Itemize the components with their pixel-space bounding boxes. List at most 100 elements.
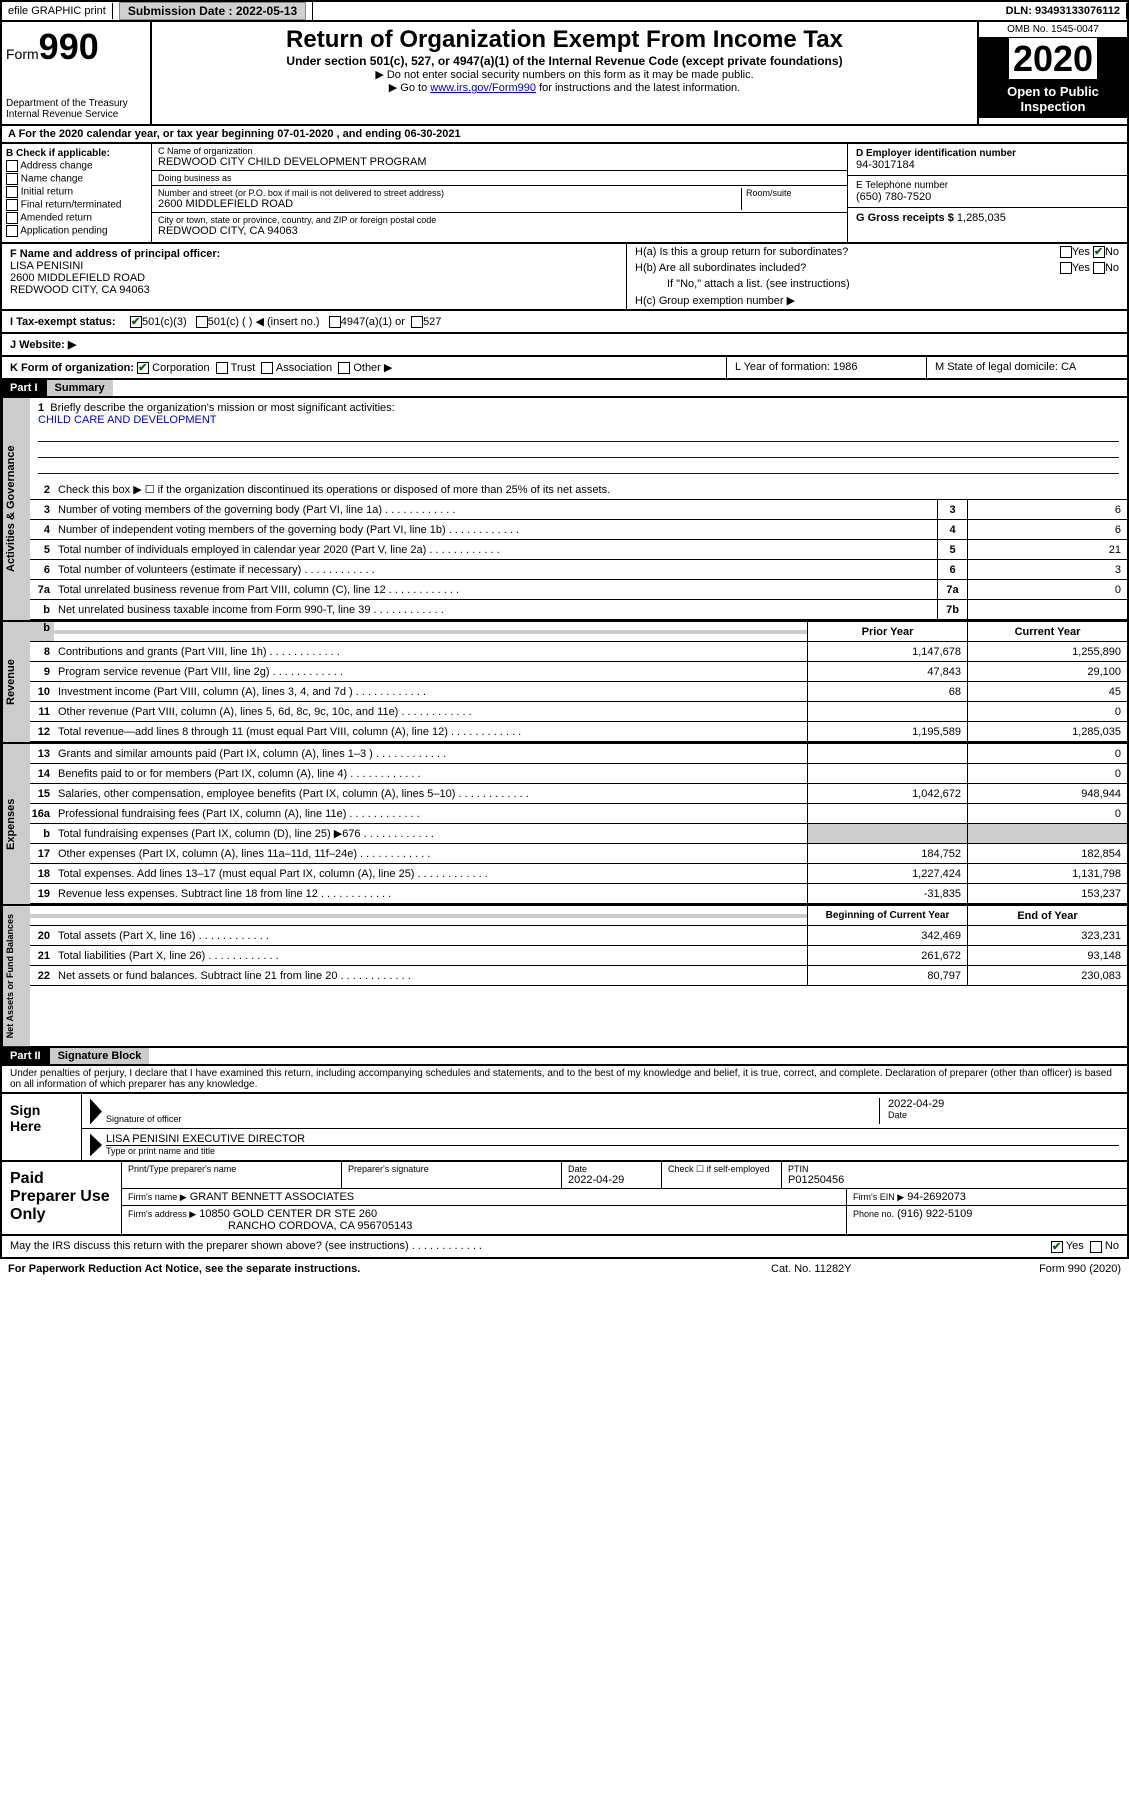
curr-val: 45	[967, 682, 1127, 701]
line-desc: Total number of volunteers (estimate if …	[54, 562, 937, 578]
line-desc: Grants and similar amounts paid (Part IX…	[54, 746, 807, 762]
chk-amended[interactable]	[6, 212, 18, 224]
chk-4947[interactable]	[329, 316, 341, 328]
klm-row: K Form of organization: Corporation Trus…	[0, 357, 1129, 380]
mission-text: CHILD CARE AND DEVELOPMENT	[38, 414, 1119, 426]
vtab-governance: Activities & Governance	[2, 398, 30, 620]
line-box: 5	[937, 540, 967, 559]
line-val: 0	[967, 580, 1127, 599]
officer-addr2: REDWOOD CITY, CA 94063	[10, 284, 618, 296]
curr-val: 1,131,798	[967, 864, 1127, 883]
mission-line	[38, 444, 1119, 458]
line-desc: Number of voting members of the governin…	[54, 502, 937, 518]
k-label: K Form of organization:	[10, 362, 134, 374]
chk-final-return[interactable]	[6, 199, 18, 211]
vtab-revenue: Revenue	[2, 622, 30, 742]
chk-address-change[interactable]	[6, 160, 18, 172]
chk-501c[interactable]	[196, 316, 208, 328]
ptin: P01250456	[788, 1174, 1121, 1186]
g-gross-label: G Gross receipts $	[856, 212, 954, 224]
line-val: 21	[967, 540, 1127, 559]
paperwork-notice: For Paperwork Reduction Act Notice, see …	[8, 1263, 771, 1275]
efile-label: efile GRAPHIC print	[2, 3, 113, 19]
prior-val: 342,469	[807, 926, 967, 945]
curr-val: 1,285,035	[967, 722, 1127, 741]
chk-initial-return[interactable]	[6, 186, 18, 198]
omb-number: OMB No. 1545-0047	[979, 22, 1127, 38]
line-val: 6	[967, 520, 1127, 539]
dba-label: Doing business as	[158, 173, 841, 183]
hb-yes[interactable]	[1060, 262, 1072, 274]
vtab-netassets: Net Assets or Fund Balances	[2, 906, 30, 1046]
gross-receipts: 1,285,035	[957, 212, 1006, 224]
footer: For Paperwork Reduction Act Notice, see …	[0, 1259, 1129, 1279]
prior-val: 184,752	[807, 844, 967, 863]
section-fgh: F Name and address of principal officer:…	[0, 244, 1129, 311]
line-val	[967, 600, 1127, 619]
prior-val	[807, 702, 967, 721]
discuss-question: May the IRS discuss this return with the…	[10, 1240, 1051, 1252]
state-domicile: M State of legal domicile: CA	[927, 357, 1127, 378]
line-desc: Revenue less expenses. Subtract line 18 …	[54, 886, 807, 902]
phone-value: (650) 780-7520	[856, 191, 1119, 203]
firm-name: GRANT BENNETT ASSOCIATES	[190, 1191, 354, 1203]
addr-label: Number and street (or P.O. box if mail i…	[158, 188, 741, 198]
line-desc: Number of independent voting members of …	[54, 522, 937, 538]
chk-trust[interactable]	[216, 362, 228, 374]
city-label: City or town, state or province, country…	[158, 215, 841, 225]
street-address: 2600 MIDDLEFIELD ROAD	[158, 198, 741, 210]
room-label: Room/suite	[746, 188, 841, 198]
discuss-no[interactable]	[1090, 1241, 1102, 1253]
chk-assoc[interactable]	[261, 362, 273, 374]
form-number: 990	[39, 26, 99, 67]
penalty-statement: Under penalties of perjury, I declare th…	[0, 1066, 1129, 1094]
prior-val	[807, 764, 967, 783]
sig-date: 2022-04-29	[888, 1098, 1119, 1110]
line-desc: Total unrelated business revenue from Pa…	[54, 582, 937, 598]
discuss-yes[interactable]	[1051, 1241, 1063, 1253]
line-desc: Total liabilities (Part X, line 26)	[54, 948, 807, 964]
chk-other[interactable]	[338, 362, 350, 374]
curr-val: 0	[967, 702, 1127, 721]
self-emp-check: Check ☐ if self-employed	[662, 1162, 782, 1188]
hdr-beginning: Beginning of Current Year	[807, 906, 967, 925]
curr-val: 323,231	[967, 926, 1127, 945]
line-box: 7b	[937, 600, 967, 619]
curr-val: 0	[967, 804, 1127, 823]
chk-501c3[interactable]	[130, 316, 142, 328]
curr-val: 29,100	[967, 662, 1127, 681]
sig-arrow-icon	[90, 1133, 102, 1156]
curr-val: 0	[967, 744, 1127, 763]
paid-prep-label: Paid Preparer Use Only	[2, 1162, 122, 1234]
sig-arrow-icon	[90, 1098, 102, 1124]
curr-val: 93,148	[967, 946, 1127, 965]
chk-name-change[interactable]	[6, 173, 18, 185]
hb-no[interactable]	[1093, 262, 1105, 274]
part1-header: Part ISummary	[0, 380, 1129, 398]
line-desc: Total fundraising expenses (Part IX, col…	[54, 825, 807, 842]
submission-date-btn[interactable]: Submission Date : 2022-05-13	[119, 2, 306, 20]
discuss-row: May the IRS discuss this return with the…	[0, 1236, 1129, 1258]
firm-phone: (916) 922-5109	[897, 1208, 972, 1220]
line-desc: Other revenue (Part VIII, column (A), li…	[54, 704, 807, 720]
chk-app-pending[interactable]	[6, 225, 18, 237]
line-box: 3	[937, 500, 967, 519]
line-val: 6	[967, 500, 1127, 519]
prior-val	[807, 744, 967, 763]
ha-no[interactable]	[1093, 246, 1105, 258]
curr-val	[967, 824, 1127, 843]
curr-val: 948,944	[967, 784, 1127, 803]
ha-label: H(a) Is this a group return for subordin…	[635, 246, 1060, 258]
irs-link[interactable]: www.irs.gov/Form990	[430, 82, 536, 94]
chk-527[interactable]	[411, 316, 423, 328]
firm-ein: 94-2692073	[907, 1191, 966, 1203]
prior-val: 261,672	[807, 946, 967, 965]
sign-here-label: Sign Here	[2, 1094, 82, 1160]
curr-val: 1,255,890	[967, 642, 1127, 661]
line-box: 6	[937, 560, 967, 579]
prior-val: 68	[807, 682, 967, 701]
sig-officer-label: Signature of officer	[106, 1114, 879, 1124]
line-desc: Professional fundraising fees (Part IX, …	[54, 806, 807, 822]
ha-yes[interactable]	[1060, 246, 1072, 258]
chk-corp[interactable]	[137, 362, 149, 374]
